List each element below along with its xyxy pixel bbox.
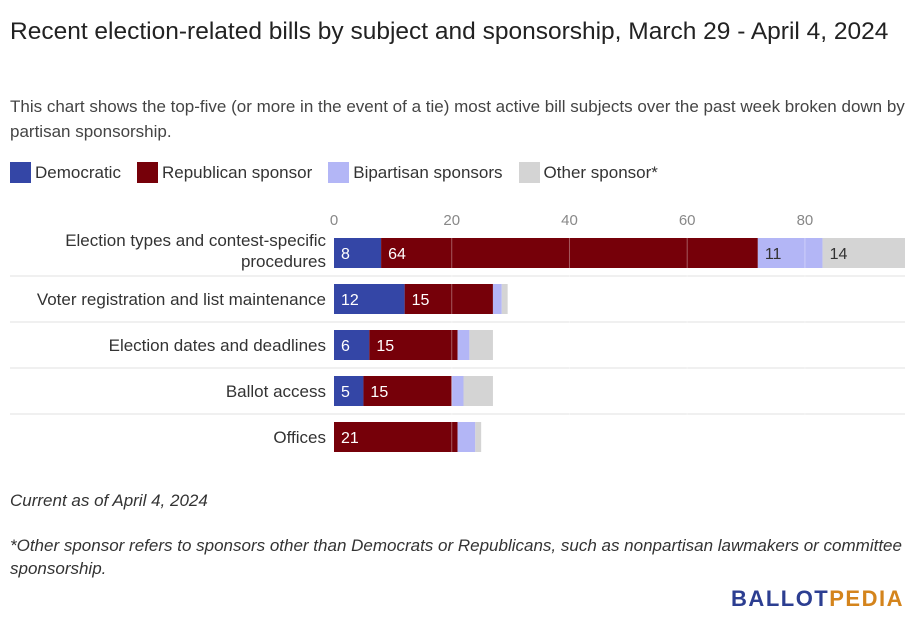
footnote: *Other sponsor refers to sponsors other … [10, 536, 902, 578]
category-label: Ballot access [226, 382, 326, 401]
x-tick-label: 80 [797, 212, 814, 229]
bar-segment [404, 284, 493, 314]
legend-label-other: Other sponsor* [543, 162, 658, 182]
bar-value-label: 11 [765, 246, 782, 263]
bar-segment [334, 422, 458, 452]
bar-value-label: 8 [341, 246, 350, 263]
legend-item-democratic: Democratic [10, 162, 121, 183]
bar-segment [334, 284, 405, 314]
as-of-note: Current as of April 4, 2024 [10, 491, 208, 510]
bar-segment [501, 284, 508, 314]
bar-segment [381, 238, 758, 268]
bar-value-label: 64 [388, 246, 406, 263]
bar-value-label: 21 [341, 430, 359, 447]
bar-segment [475, 422, 482, 452]
bar-value-label: 15 [370, 384, 388, 401]
legend-swatch-other [518, 162, 540, 183]
category-label: Election dates and deadlines [109, 336, 326, 355]
legend-label-bipartisan: Bipartisan sponsors [353, 162, 503, 182]
bar-value-label: 5 [341, 384, 350, 401]
bar-segment [457, 422, 476, 452]
category-label: Voter registration and list maintenance [37, 290, 326, 309]
bar-segment [463, 376, 493, 406]
bar-value-label: 15 [412, 292, 430, 309]
ballotpedia-logo: BALLOTPEDIA [731, 586, 904, 612]
x-tick-label: 20 [443, 212, 460, 229]
bar-segment [334, 376, 364, 406]
bar-segment [334, 330, 370, 360]
chart-subtitle: This chart shows the top-five (or more i… [10, 97, 905, 141]
bar-segment [334, 238, 382, 268]
bar-segment [757, 238, 823, 268]
bar-segment [451, 376, 464, 406]
legend-label-republican: Republican sponsor [161, 162, 313, 182]
legend-swatch-bipartisan [328, 162, 350, 183]
bar-value-label: 14 [830, 246, 848, 263]
bar-segment [469, 330, 493, 360]
x-tick-label: 40 [561, 212, 578, 229]
bar-segment [457, 330, 470, 360]
legend-label-democratic: Democratic [35, 162, 121, 182]
bar-value-label: 15 [376, 338, 394, 355]
legend-item-bipartisan: Bipartisan sponsors [328, 162, 503, 183]
stacked-bar-chart: 0 20 40 60 80 Election types and contest-spec… [10, 212, 905, 460]
bar-segment [369, 330, 458, 360]
legend-item-other: Other sponsor* [518, 162, 658, 183]
logo-part-ballot: BALLOT [731, 586, 830, 611]
bar-value-label: 12 [341, 292, 359, 309]
chart-title: Recent election-related bills by subject… [10, 18, 889, 45]
legend-swatch-democratic [10, 162, 31, 183]
x-tick-label: 60 [679, 212, 696, 229]
bar-segment [492, 284, 502, 314]
bar-segment [363, 376, 452, 406]
legend-item-republican: Republican sponsor [136, 162, 313, 183]
x-tick-label: 0 [330, 212, 338, 229]
category-label: Election types and contest-specific proce… [65, 231, 326, 271]
bar-segment [822, 238, 905, 268]
logo-part-pedia: PEDIA [829, 586, 904, 611]
legend-swatch-republican [136, 162, 158, 183]
category-label: Offices [273, 428, 326, 447]
legend: Democratic Republican sponsor Bipartisan… [10, 162, 674, 183]
bar-value-label: 6 [341, 338, 350, 355]
